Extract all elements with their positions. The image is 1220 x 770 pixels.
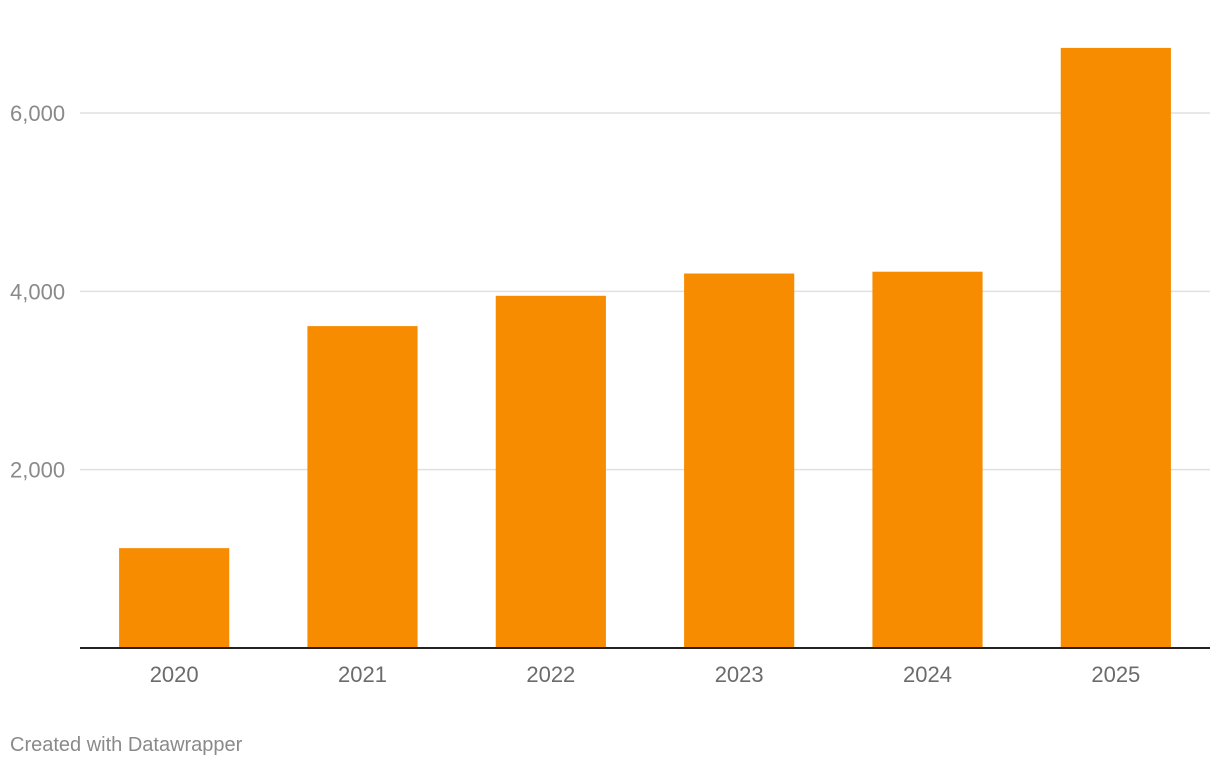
y-tick-label: 6,000 bbox=[10, 101, 65, 126]
bar-2023 bbox=[684, 273, 795, 648]
x-tick-label: 2025 bbox=[1091, 662, 1140, 687]
bar-2022 bbox=[495, 295, 606, 648]
bar-2021 bbox=[307, 326, 418, 648]
x-axis: 2020 2021 2022 2023 2024 2025 bbox=[80, 647, 1210, 687]
credit-text: Created with Datawrapper bbox=[10, 734, 243, 756]
bar-2020 bbox=[119, 548, 230, 648]
bar-2024 bbox=[872, 271, 983, 648]
x-tick-label: 2021 bbox=[338, 662, 387, 687]
x-tick-label: 2020 bbox=[150, 662, 199, 687]
x-tick-label: 2022 bbox=[526, 662, 575, 687]
bars bbox=[119, 47, 1171, 649]
gridlines: 2,000 4,000 6,000 bbox=[10, 101, 1210, 483]
y-tick-label: 4,000 bbox=[10, 279, 65, 304]
x-tick-label: 2024 bbox=[903, 662, 952, 687]
y-tick-label: 2,000 bbox=[10, 458, 65, 483]
x-tick-label: 2023 bbox=[715, 662, 764, 687]
bar-2025 bbox=[1060, 47, 1171, 649]
